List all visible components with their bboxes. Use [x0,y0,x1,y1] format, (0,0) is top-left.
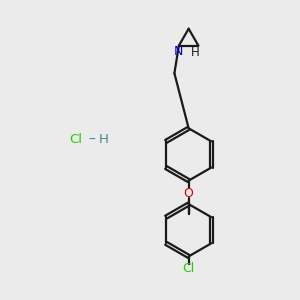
Text: H: H [191,46,200,59]
Text: H: H [99,133,109,146]
Text: Cl: Cl [69,133,82,146]
Text: –: – [88,133,95,147]
Text: Cl: Cl [182,262,195,275]
Text: O: O [184,187,194,200]
Text: N: N [174,44,184,58]
